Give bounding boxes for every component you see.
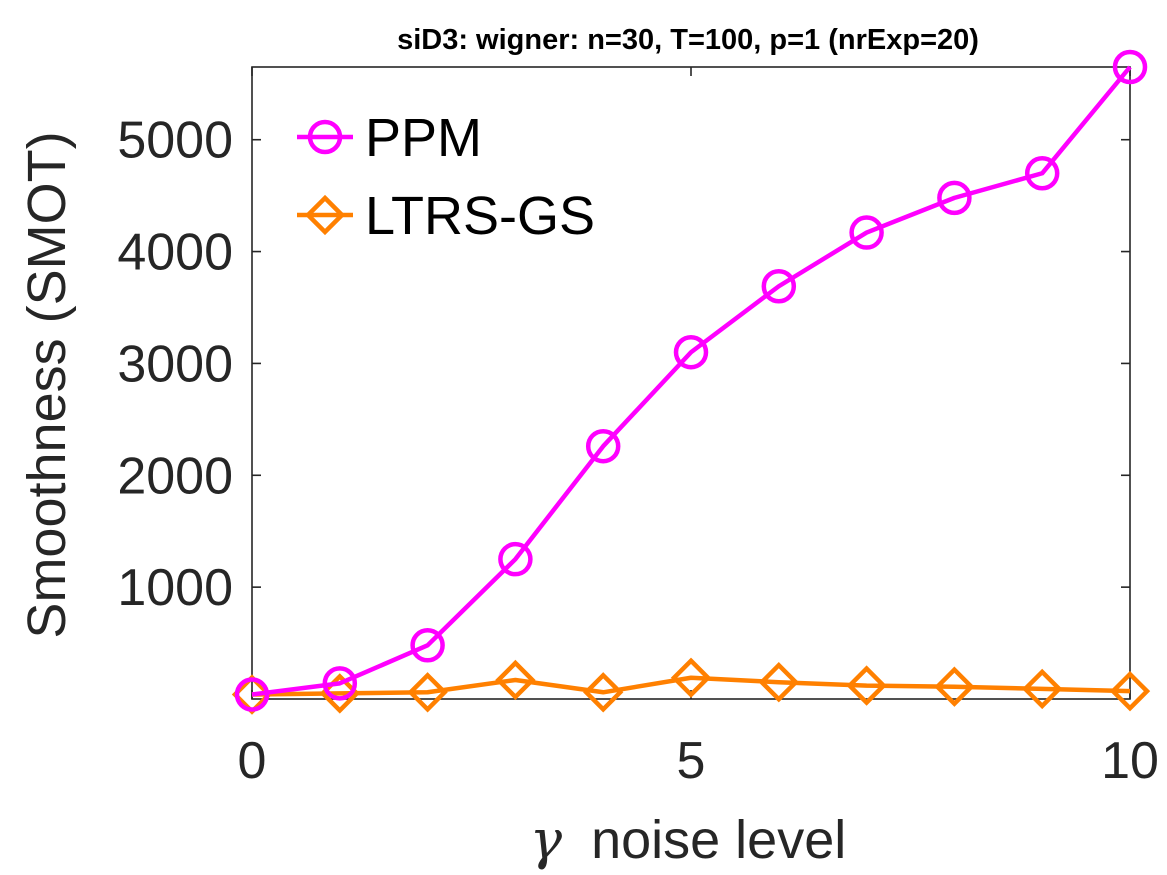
data-point <box>1022 668 1063 710</box>
data-point <box>1109 670 1151 712</box>
y-tick-label: 5000 <box>117 112 233 170</box>
y-tick-label: 1000 <box>117 559 233 617</box>
x-axis-label-text: noise level <box>591 810 846 870</box>
y-axis-ticks: 1000 2000 3000 4000 5000 <box>117 112 1130 617</box>
legend-marker <box>307 119 343 155</box>
data-point <box>319 673 360 714</box>
data-point <box>322 666 358 701</box>
legend-label: PPM <box>365 108 482 168</box>
data-point <box>934 666 975 707</box>
data-point <box>849 215 884 250</box>
data-point <box>585 428 621 464</box>
series-line <box>251 65 1132 697</box>
legend-label: LTRS-GS <box>365 186 595 246</box>
data-point <box>846 665 887 706</box>
data-point <box>670 657 712 698</box>
legend-marker <box>304 194 346 236</box>
data-point <box>495 659 536 701</box>
y-tick-label: 4000 <box>117 224 233 282</box>
y-tick-label: 3000 <box>117 335 233 393</box>
series-ltrs-gs <box>231 657 1151 715</box>
data-point <box>758 662 799 703</box>
x-axis-ticks: 0 5 10 <box>238 67 1159 790</box>
x-tick-label: 10 <box>1101 732 1159 790</box>
data-point <box>583 672 624 713</box>
y-axis-label: Smoothness (SMOT) <box>17 131 77 638</box>
data-point <box>673 334 709 370</box>
legend-item-ppm: PPM <box>297 108 482 168</box>
series-ppm <box>234 49 1148 712</box>
x-tick-label: 5 <box>677 732 706 790</box>
series-layer <box>231 49 1151 715</box>
data-point <box>234 677 270 712</box>
data-point <box>498 541 533 577</box>
x-axis-label: γ noise level <box>530 808 846 871</box>
legend-item-ltrs-gs: LTRS-GS <box>297 186 595 246</box>
y-tick-label: 2000 <box>117 447 233 505</box>
legend: PPM LTRS-GS <box>297 108 595 246</box>
x-tick-label: 0 <box>238 732 267 790</box>
chart-title: siD3: wigner: n=30, T=100, p=1 (nrExp=20… <box>397 24 979 56</box>
data-point <box>937 180 972 216</box>
data-point <box>410 628 445 663</box>
data-point <box>761 268 797 304</box>
data-point <box>1024 156 1060 191</box>
series-line <box>251 675 1131 697</box>
data-point <box>1112 49 1148 85</box>
x-axis-label-symbol: γ <box>530 808 563 871</box>
data-point <box>407 672 448 713</box>
